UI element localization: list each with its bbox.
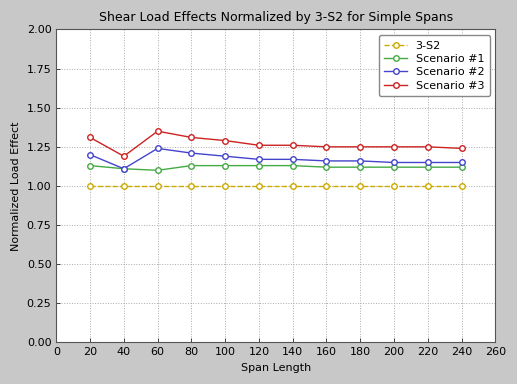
Scenario #2 xyxy=(155,146,161,151)
Scenario #1 xyxy=(459,165,465,169)
Legend: 3-S2, Scenario #1, Scenario #2, Scenario #3: 3-S2, Scenario #1, Scenario #2, Scenario… xyxy=(379,35,490,96)
3-S2 xyxy=(391,184,397,188)
Scenario #2 xyxy=(188,151,194,156)
Scenario #2 xyxy=(424,160,431,165)
Scenario #2 xyxy=(391,160,397,165)
Scenario #3 xyxy=(155,129,161,134)
Scenario #1 xyxy=(256,163,262,168)
Scenario #2 xyxy=(459,160,465,165)
3-S2 xyxy=(357,184,363,188)
Line: Scenario #3: Scenario #3 xyxy=(87,128,464,159)
Scenario #3 xyxy=(222,138,228,143)
3-S2 xyxy=(256,184,262,188)
Scenario #1 xyxy=(188,163,194,168)
Line: Scenario #1: Scenario #1 xyxy=(87,163,464,173)
Scenario #2 xyxy=(323,159,329,163)
Scenario #1 xyxy=(424,165,431,169)
Scenario #3 xyxy=(357,144,363,149)
3-S2 xyxy=(459,184,465,188)
Scenario #3 xyxy=(188,135,194,140)
Scenario #1 xyxy=(155,168,161,173)
3-S2 xyxy=(155,184,161,188)
Scenario #2 xyxy=(357,159,363,163)
Scenario #2 xyxy=(256,157,262,162)
Scenario #2 xyxy=(121,166,127,171)
Scenario #1 xyxy=(87,163,93,168)
Scenario #3 xyxy=(87,135,93,140)
Scenario #2 xyxy=(290,157,296,162)
Scenario #1 xyxy=(290,163,296,168)
Scenario #3 xyxy=(459,146,465,151)
Scenario #1 xyxy=(391,165,397,169)
Scenario #1 xyxy=(323,165,329,169)
Scenario #2 xyxy=(87,152,93,157)
Scenario #3 xyxy=(391,144,397,149)
Title: Shear Load Effects Normalized by 3-S2 for Simple Spans: Shear Load Effects Normalized by 3-S2 fo… xyxy=(99,11,453,24)
Scenario #3 xyxy=(424,144,431,149)
X-axis label: Span Length: Span Length xyxy=(241,363,311,373)
Line: Scenario #2: Scenario #2 xyxy=(87,146,464,172)
Scenario #1 xyxy=(222,163,228,168)
3-S2 xyxy=(222,184,228,188)
Line: 3-S2: 3-S2 xyxy=(87,183,464,189)
Scenario #3 xyxy=(256,143,262,147)
3-S2 xyxy=(424,184,431,188)
Scenario #1 xyxy=(121,166,127,171)
3-S2 xyxy=(290,184,296,188)
3-S2 xyxy=(323,184,329,188)
Scenario #3 xyxy=(121,154,127,159)
Scenario #1 xyxy=(357,165,363,169)
Scenario #3 xyxy=(290,143,296,147)
Y-axis label: Normalized Load Effect: Normalized Load Effect xyxy=(11,121,21,251)
3-S2 xyxy=(87,184,93,188)
3-S2 xyxy=(121,184,127,188)
Scenario #3 xyxy=(323,144,329,149)
3-S2 xyxy=(188,184,194,188)
Scenario #2 xyxy=(222,154,228,159)
